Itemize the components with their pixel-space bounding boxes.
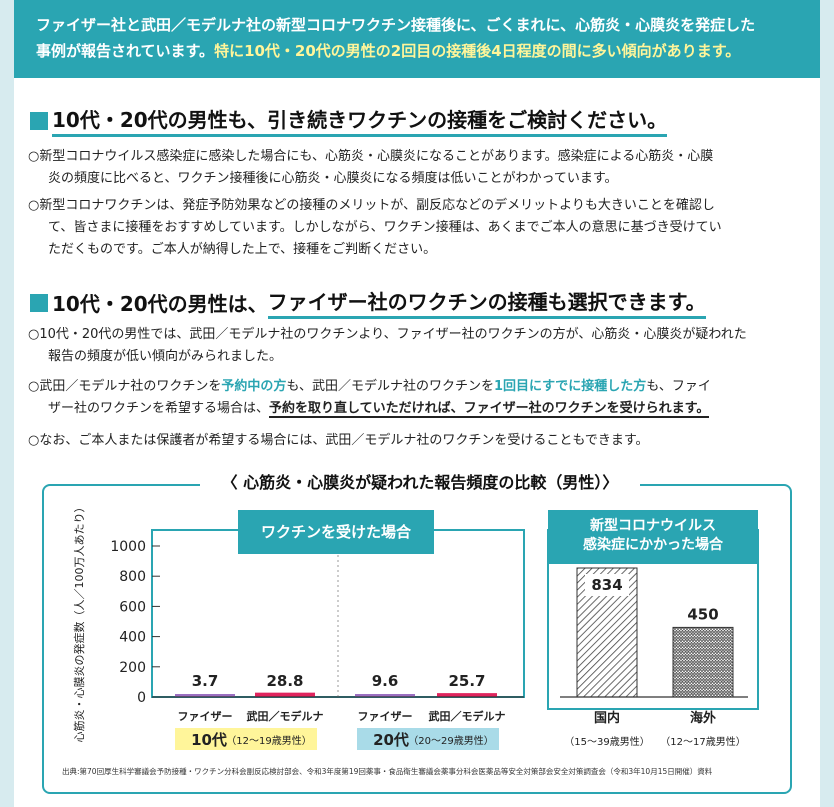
section1-heading-text: 10代・20代の男性も、引き続きワクチンの接種をご検討ください。	[52, 104, 668, 137]
section1-para2-line3: ただくものです。ご本人が納得した上で、接種をご判断ください。	[48, 242, 437, 257]
section2-para2-rebook: 予約を取り直していただければ、ファイザー社のワクチンを受けられます。	[269, 401, 710, 418]
section1-para1: ○新型コロナウイルス感染症に感染した場合にも、心筋炎・心膜炎になることがあります…	[28, 146, 798, 190]
section1-para2-line1: ○新型コロナワクチンは、発症予防効果などの接種のメリットが、副反応などのデメリッ…	[28, 198, 715, 213]
section1-heading: 10代・20代の男性も、引き続きワクチンの接種をご検討ください。	[30, 104, 668, 137]
heading-square-icon	[30, 111, 48, 130]
section2-para2-l2a: ザー社のワクチンを希望する場合は、	[48, 401, 270, 416]
section2-para2-line2: ザー社のワクチンを希望する場合は、予約を取り直していただければ、ファイザー社のワ…	[28, 398, 798, 420]
section1-para2-line2: て、皆さまに接種をおすすめしています。しかしながら、ワクチン接種は、あくまでご本…	[48, 220, 722, 235]
banner-line-1: ファイザー社と武田／モデルナ社の新型コロナワクチン接種後に、ごくまれに、心筋炎・…	[36, 16, 756, 34]
section2-para3: ○なお、ご本人または保護者が希望する場合には、武田／モデルナ社のワクチンを受ける…	[28, 433, 649, 448]
section1-para1-line2: 炎の頻度に比べると、ワクチン接種後に心筋炎・心膜炎になる頻度は低いことがわかって…	[48, 171, 618, 186]
banner-highlight: 特に10代・20代の男性の2回目の接種後4日程度の間に多い傾向があります。	[214, 42, 741, 60]
section2-para1-line2: 報告の頻度が低い傾向がみられました。	[48, 349, 283, 364]
section2-para2-first-dose: 1回目にすでに接種した方	[493, 379, 647, 394]
section2-para2-a: ○武田／モデルナ社のワクチンを	[28, 379, 222, 394]
section1-para1-line1: ○新型コロナウイルス感染症に感染した場合にも、心筋炎・心膜炎になることがあります…	[28, 149, 714, 164]
banner-line-2-a: 事例が報告されています。	[36, 42, 215, 60]
source-footnote: 出典:第70回厚生科学審議会予防接種・ワクチン分科会副反応検討部会、令和3年度第…	[62, 767, 713, 776]
section2-para2-c: も、武田／モデルナ社のワクチンを	[286, 379, 494, 394]
section2-para2-e: も、ファイ	[646, 379, 711, 394]
chart-title: 〈 心筋炎・心膜炎が疑われた報告頻度の比較（男性）〉	[200, 470, 640, 496]
chart-frame	[42, 484, 792, 794]
section1-para2: ○新型コロナワクチンは、発症予防効果などの接種のメリットが、副反応などのデメリッ…	[28, 195, 798, 261]
heading-square-icon	[30, 293, 48, 312]
banner-line-2: 事例が報告されています。特に10代・20代の男性の2回目の接種後4日程度の間に多…	[36, 38, 804, 64]
section2-para1: ○10代・20代の男性では、武田／モデルナ社のワクチンより、ファイザー社のワクチ…	[28, 324, 798, 368]
section2-heading-a: 10代・20代の男性は、	[52, 292, 268, 316]
top-banner: ファイザー社と武田／モデルナ社の新型コロナワクチン接種後に、ごくまれに、心筋炎・…	[14, 0, 820, 78]
section2-heading-b: ファイザー社のワクチンの接種も選択できます。	[267, 286, 706, 319]
section2-para1-line1: ○10代・20代の男性では、武田／モデルナ社のワクチンより、ファイザー社のワクチ…	[28, 327, 747, 342]
section2-para2-reserved: 予約中の方	[221, 379, 287, 394]
section2-heading: 10代・20代の男性は、 ファイザー社のワクチンの接種も選択できます。	[30, 286, 706, 319]
section2-para2: ○武田／モデルナ社のワクチンを予約中の方も、武田／モデルナ社のワクチンを1回目に…	[28, 376, 798, 420]
